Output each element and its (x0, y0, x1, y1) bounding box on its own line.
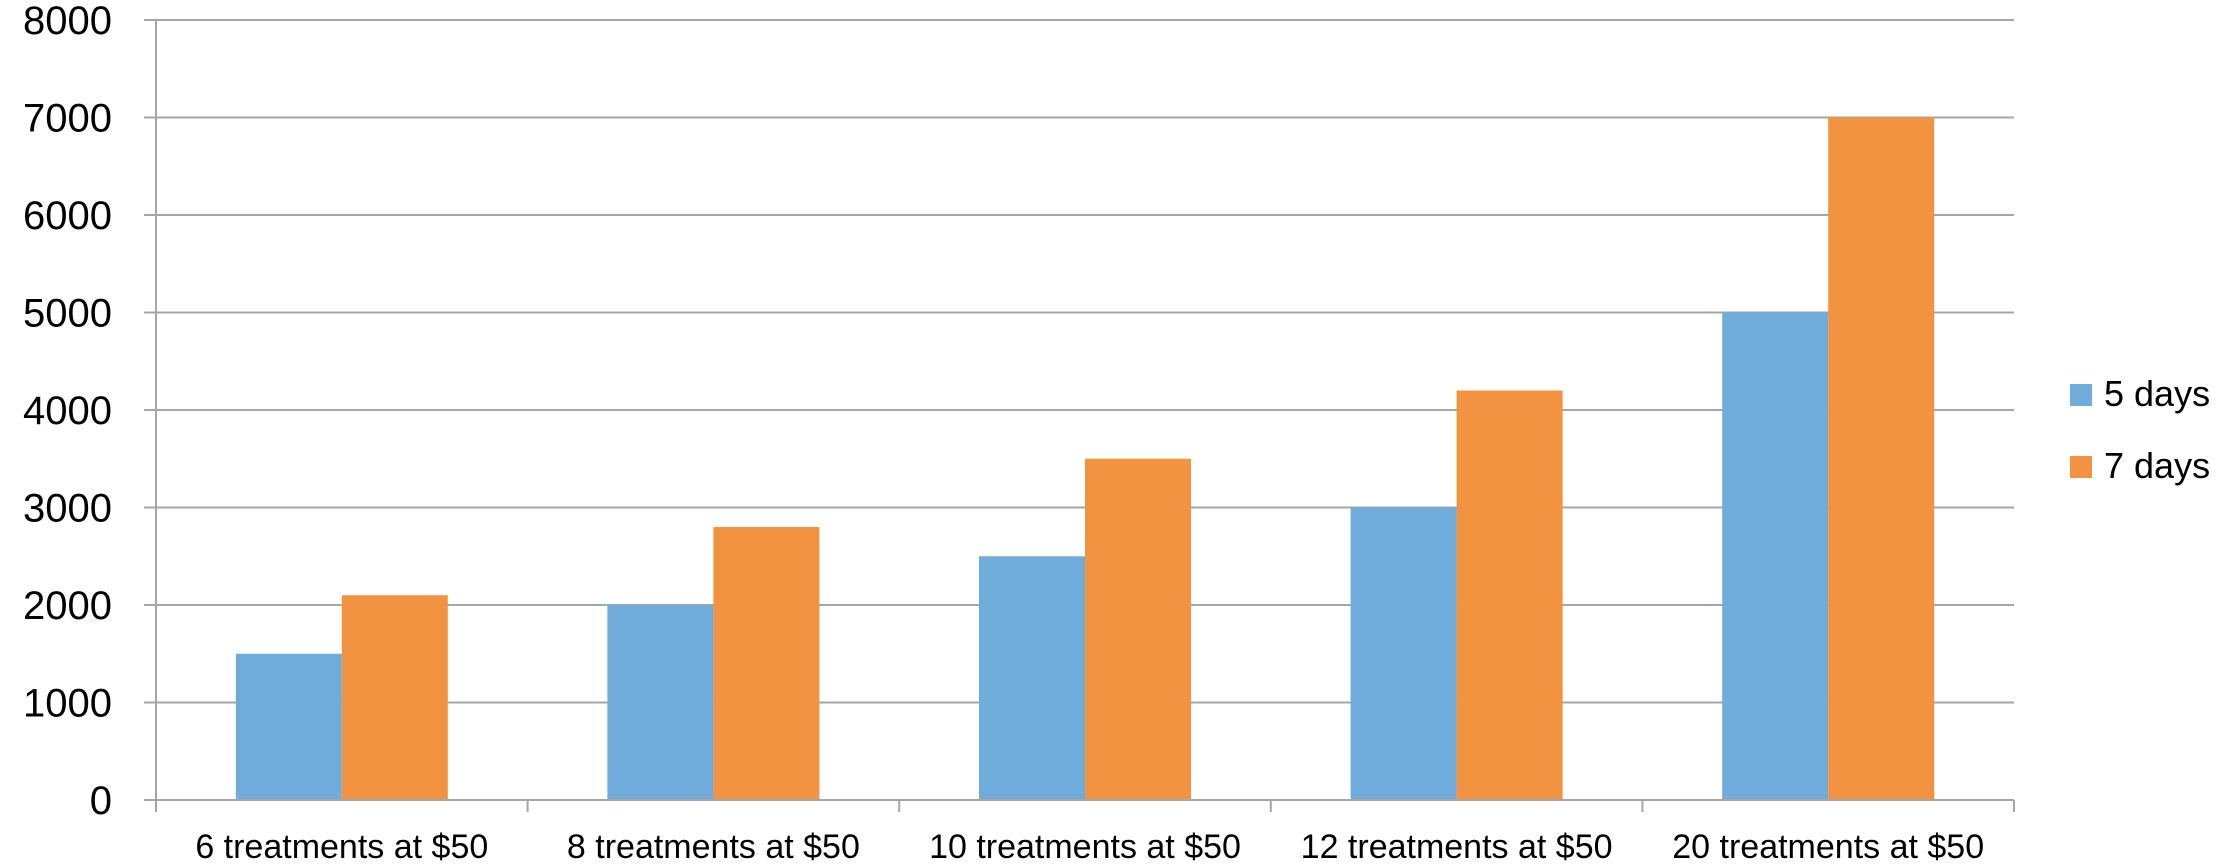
x-category-label: 8 treatments at $50 (567, 828, 860, 864)
x-category-label: 6 treatments at $50 (195, 828, 488, 864)
bar-5-days (1722, 312, 1829, 800)
bar-5-days (979, 556, 1085, 800)
y-tick-label: 8000 (23, 0, 112, 43)
x-category-labels: 6 treatments at $50 8 treatments at $50 10… (195, 828, 1984, 864)
y-tick-label: 3000 (23, 487, 112, 531)
legend-label: 7 days (2104, 445, 2210, 486)
bar-7-days (1085, 458, 1191, 800)
x-category-label: 20 treatments at $50 (1672, 828, 1984, 864)
y-tick-label: 7000 (23, 97, 112, 141)
bar-5-days (607, 605, 714, 800)
y-tick-label: 5000 (23, 292, 112, 336)
axes (144, 19, 2015, 812)
y-tick-label: 0 (90, 779, 112, 823)
bar-7-days (1828, 117, 1935, 800)
legend-swatch (2070, 384, 2092, 406)
bars (235, 117, 1935, 800)
bar-7-days (341, 595, 448, 800)
bar-5-days (235, 653, 342, 800)
y-tick-labels: 0 1000 2000 3000 4000 5000 6000 7000 8000 (23, 0, 112, 823)
legend: 5 days 7 days (2070, 373, 2210, 486)
y-tick-label: 1000 (23, 682, 112, 726)
x-category-label: 10 treatments at $50 (929, 828, 1241, 864)
bar-5-days (1350, 507, 1457, 800)
y-tick-label: 2000 (23, 584, 112, 628)
bar-7-days (1456, 390, 1563, 800)
legend-swatch (2070, 456, 2092, 478)
x-category-label: 12 treatments at $50 (1301, 828, 1613, 864)
bar-7-days (713, 527, 820, 800)
y-tick-label: 6000 (23, 194, 112, 238)
y-tick-label: 4000 (23, 389, 112, 433)
legend-label: 5 days (2104, 373, 2210, 414)
